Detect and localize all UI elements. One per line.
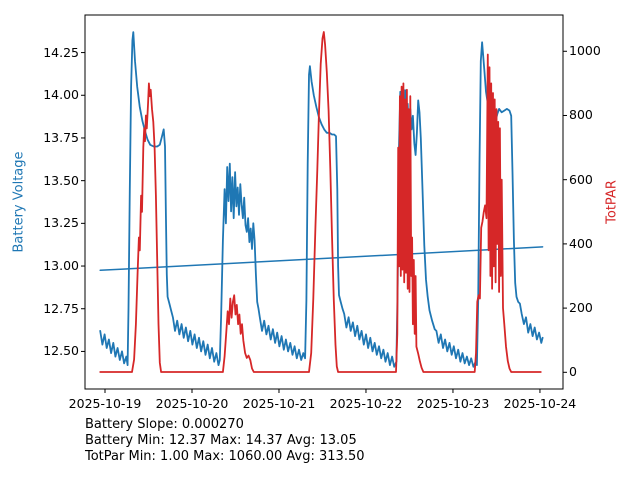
y-right-tick-label: 0 (569, 364, 577, 380)
plot-border (84, 14, 564, 390)
y-right-tick-label: 800 (569, 107, 593, 123)
totpar-line (99, 31, 542, 373)
x-tick-label: 2025-10-23 (416, 396, 490, 411)
x-tick-label: 2025-10-20 (155, 396, 229, 411)
x-tick-label: 2025-10-21 (242, 396, 316, 411)
stat-battery-slope: Battery Slope: 0.000270 (85, 417, 244, 432)
y-left-tick-label: 12.75 (43, 300, 79, 316)
y-right-tick-label: 200 (569, 300, 593, 316)
x-tick-label: 2025-10-22 (329, 396, 403, 411)
right-axis-title: TotPAR (604, 180, 620, 224)
y-left-tick-label: 13.25 (43, 215, 79, 231)
y-left-tick-label: 14.00 (43, 87, 79, 103)
y-left-tick-label: 14.25 (43, 44, 79, 60)
left-axis-title: Battery Voltage (11, 151, 27, 253)
y-left-tick-label: 13.50 (43, 172, 79, 188)
x-tick-label: 2025-10-19 (68, 396, 142, 411)
y-right-tick-label: 400 (569, 235, 593, 251)
y-left-tick-label: 13.75 (43, 129, 79, 145)
y-right-tick-label: 600 (569, 171, 593, 187)
y-left-tick-label: 13.00 (43, 258, 79, 274)
stat-totpar-minmax: TotPar Min: 1.00 Max: 1060.00 Avg: 313.5… (85, 449, 365, 464)
y-left-tick-label: 12.50 (43, 343, 79, 359)
battery-voltage-line (99, 31, 544, 368)
stat-battery-minmax: Battery Min: 12.37 Max: 14.37 Avg: 13.05 (85, 433, 357, 448)
battery-trend-line (99, 246, 544, 272)
y-right-tick-label: 1000 (569, 43, 601, 59)
stats-annotation: Battery Slope: 0.000270 Battery Min: 12.… (85, 417, 365, 465)
x-tick-label: 2025-10-24 (503, 396, 577, 411)
